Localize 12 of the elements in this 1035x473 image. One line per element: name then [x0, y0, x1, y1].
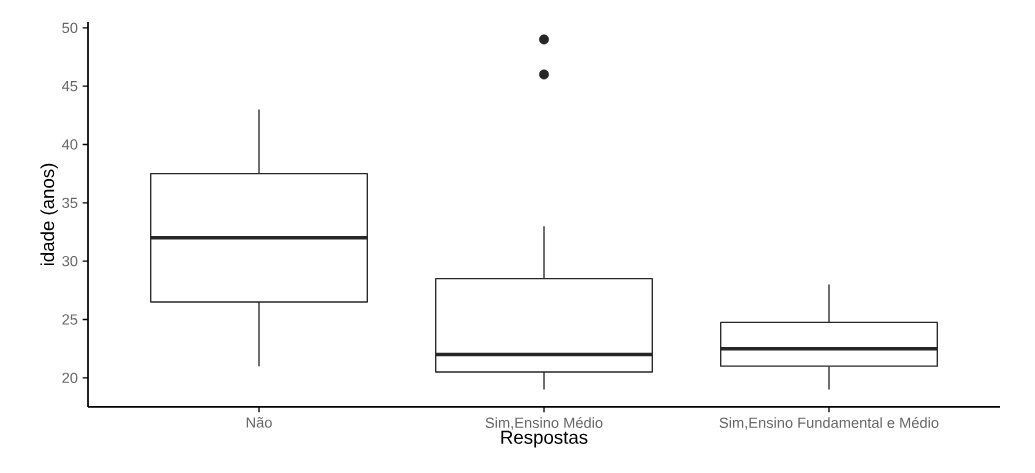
y-tick-label: 45	[61, 81, 78, 92]
y-tick-label: 20	[62, 372, 78, 384]
x-tick-label: Sim,Ensino Médio	[485, 417, 603, 430]
y-tick-label: 50	[62, 22, 78, 34]
x-tick-label: Sim,Ensino Fundamental e Médio	[719, 417, 939, 430]
x-axis-title: Respostas	[501, 430, 588, 448]
y-tick-label: 25	[62, 314, 78, 325]
x-tick-label: Não	[246, 417, 272, 428]
y-tick-label: 35	[62, 197, 78, 209]
y-tick-label: 40	[61, 139, 78, 150]
y-axis-title: idade (anos)	[40, 163, 58, 266]
y-tick-label: 30	[62, 255, 78, 267]
